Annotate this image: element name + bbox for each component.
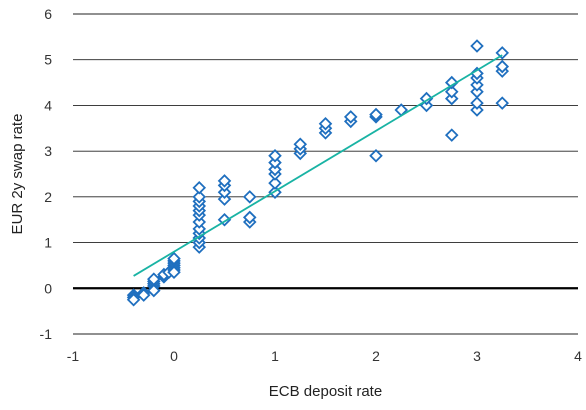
data-point [444, 91, 459, 106]
data-point [470, 103, 484, 117]
y-tick-label: 2 [44, 189, 52, 205]
y-tick-label: 4 [44, 97, 52, 113]
x-tick-label: -1 [67, 348, 80, 364]
data-point [192, 215, 207, 229]
x-tick-label: 3 [473, 348, 481, 364]
x-tick-label: 1 [271, 348, 279, 364]
data-point [444, 128, 459, 142]
data-point [369, 107, 383, 122]
data-point [217, 185, 232, 200]
data-point [268, 162, 282, 177]
data-point [126, 292, 141, 307]
data-point [268, 155, 282, 170]
x-tick-label: 2 [372, 348, 380, 364]
data-point [242, 210, 257, 225]
y-axis-title: EUR 2y swap rate [9, 114, 26, 235]
data-point [293, 137, 308, 152]
data-point [470, 96, 484, 110]
data-point [268, 148, 282, 163]
data-point [192, 222, 207, 236]
x-tick-label: 0 [170, 348, 178, 364]
y-tick-label: 5 [44, 52, 52, 68]
y-tick-label: 0 [44, 280, 52, 296]
data-point [136, 288, 151, 302]
data-point [495, 96, 510, 110]
y-tick-label: -1 [40, 326, 53, 342]
data-point [470, 39, 484, 53]
data-point [217, 174, 232, 188]
data-point [444, 75, 459, 90]
data-point [343, 110, 358, 124]
data-point [147, 283, 161, 298]
y-tick-label: 6 [44, 6, 52, 22]
data-point [268, 176, 282, 190]
data-points [126, 39, 510, 307]
data-point [192, 190, 207, 204]
trendline [133, 54, 503, 277]
data-point [217, 192, 232, 206]
x-axis-title: ECB deposit rate [269, 383, 382, 400]
data-point [167, 251, 181, 266]
data-point [444, 84, 459, 99]
data-point [192, 180, 207, 195]
y-tick-label: 3 [44, 143, 52, 159]
data-point [318, 116, 333, 131]
data-point [495, 46, 510, 60]
data-point [470, 78, 484, 92]
data-point [369, 148, 383, 163]
data-point [242, 190, 257, 204]
x-axis-ticks: -1 0 1 2 3 4 [67, 348, 582, 364]
y-axis-ticks: -1 0 1 2 3 4 5 6 [40, 6, 53, 342]
data-point [167, 265, 181, 280]
data-point [495, 59, 510, 74]
data-point [470, 84, 484, 99]
y-tick-label: 1 [44, 235, 52, 251]
x-tick-label: 4 [574, 348, 582, 364]
